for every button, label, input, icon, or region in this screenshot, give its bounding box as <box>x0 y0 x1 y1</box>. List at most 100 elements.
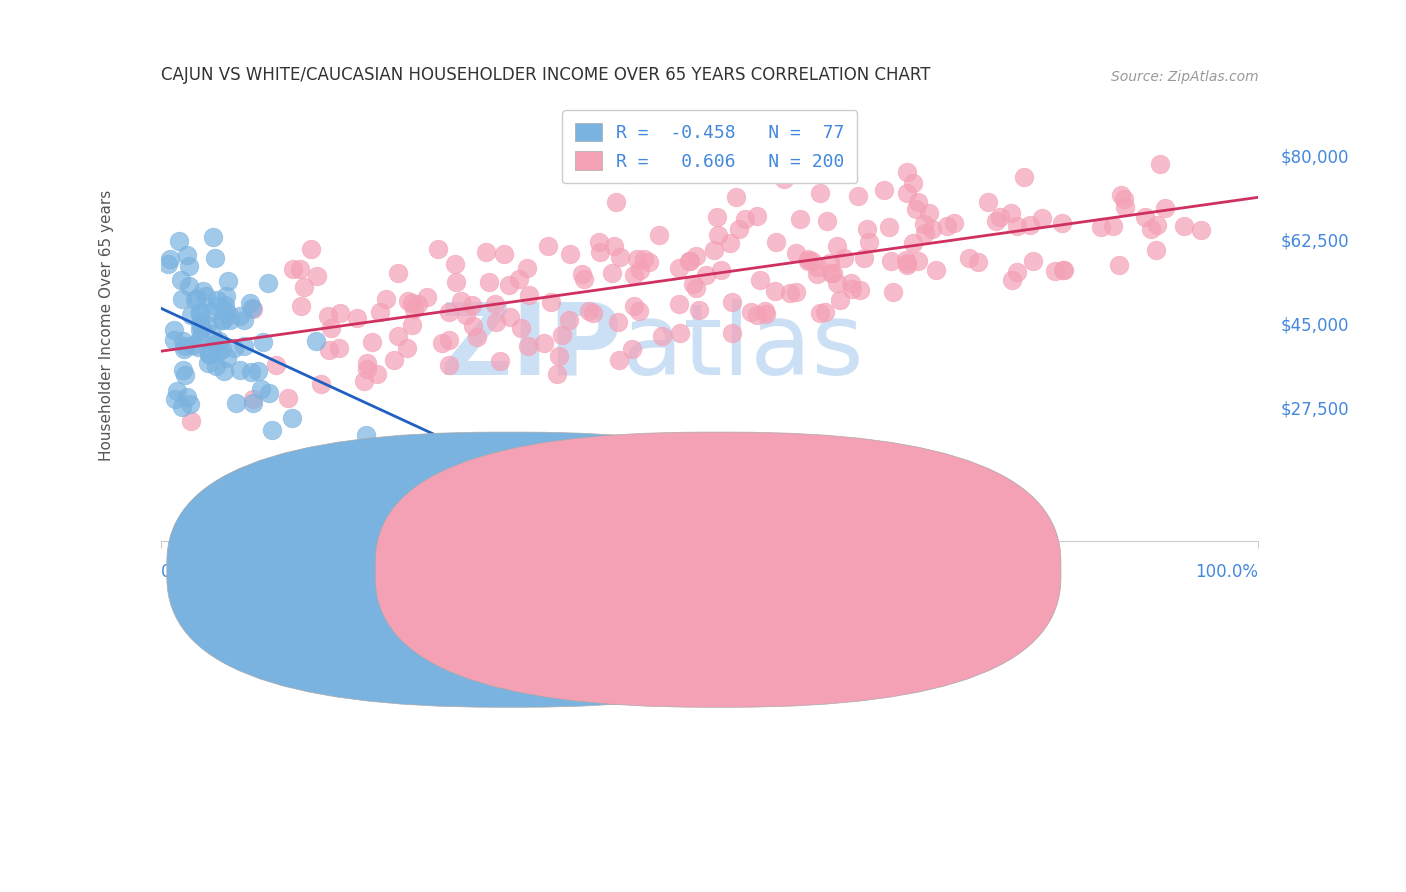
Point <box>492 246 515 260</box>
Point <box>721 326 744 340</box>
Point <box>252 334 274 349</box>
Point <box>589 245 612 260</box>
Point <box>190 317 212 331</box>
Point <box>318 309 340 323</box>
Point <box>475 245 498 260</box>
Point <box>346 310 368 325</box>
Point <box>456 308 478 322</box>
Point <box>281 411 304 425</box>
Point <box>159 252 181 267</box>
Point <box>211 342 233 356</box>
Text: $27,500: $27,500 <box>1281 401 1348 418</box>
Point <box>588 235 610 250</box>
Point <box>633 252 655 267</box>
Point <box>921 222 943 236</box>
Point <box>239 365 262 379</box>
Point <box>387 329 409 343</box>
Point <box>366 367 388 381</box>
Point <box>572 272 595 286</box>
Point <box>560 247 582 261</box>
Text: $45,000: $45,000 <box>1281 317 1348 334</box>
Point <box>1005 219 1028 234</box>
Point <box>896 165 918 179</box>
Point <box>546 367 568 381</box>
Point <box>808 186 831 200</box>
Point <box>877 220 900 235</box>
Point <box>623 268 645 282</box>
Point <box>240 301 263 315</box>
Point <box>195 318 218 333</box>
Point <box>754 307 776 321</box>
Point <box>205 346 228 360</box>
Point <box>685 249 707 263</box>
Point <box>186 292 208 306</box>
Point <box>427 243 450 257</box>
Text: Cajuns: Cajuns <box>529 562 581 577</box>
Point <box>406 297 429 311</box>
Text: Source: ZipAtlas.com: Source: ZipAtlas.com <box>1111 70 1258 84</box>
Point <box>754 304 776 318</box>
Point <box>1112 192 1135 206</box>
Point <box>707 228 730 243</box>
Text: $80,000: $80,000 <box>1281 149 1348 167</box>
Point <box>578 304 600 318</box>
Point <box>872 183 894 197</box>
Text: CAJUN VS WHITE/CAUCASIAN HOUSEHOLDER INCOME OVER 65 YEARS CORRELATION CHART: CAJUN VS WHITE/CAUCASIAN HOUSEHOLDER INC… <box>162 66 931 84</box>
Point <box>516 260 538 275</box>
Point <box>605 195 627 210</box>
Point <box>957 251 980 265</box>
Point <box>450 294 472 309</box>
Point <box>437 359 460 373</box>
Point <box>882 285 904 299</box>
Point <box>290 300 312 314</box>
Point <box>228 362 250 376</box>
Point <box>668 326 690 341</box>
Point <box>395 341 418 355</box>
Point <box>907 254 929 268</box>
Point <box>430 336 453 351</box>
Point <box>1052 263 1074 277</box>
Point <box>894 253 917 268</box>
Point <box>1090 220 1112 235</box>
Point <box>219 313 242 327</box>
Point <box>478 275 501 289</box>
Point <box>748 273 770 287</box>
Point <box>967 255 990 269</box>
Point <box>679 254 702 268</box>
Point <box>225 396 247 410</box>
Text: atlas: atlas <box>621 299 863 396</box>
Point <box>242 392 264 407</box>
Point <box>170 292 193 306</box>
Point <box>1001 273 1024 287</box>
Point <box>242 301 264 316</box>
Point <box>820 255 842 269</box>
Point <box>912 217 935 231</box>
Point <box>1146 218 1168 232</box>
Point <box>763 285 786 299</box>
Point <box>801 254 824 268</box>
Point <box>222 341 245 355</box>
Point <box>718 236 741 251</box>
Point <box>181 337 204 351</box>
Point <box>914 226 936 240</box>
Point <box>678 254 700 268</box>
Point <box>602 266 624 280</box>
Point <box>551 328 574 343</box>
Point <box>328 341 350 355</box>
Point <box>896 186 918 200</box>
Point <box>626 252 648 267</box>
Point <box>815 214 838 228</box>
Point <box>204 300 226 314</box>
Point <box>977 195 1000 210</box>
Point <box>439 334 461 348</box>
Point <box>368 305 391 319</box>
Point <box>415 290 437 304</box>
Point <box>789 212 811 227</box>
Point <box>204 359 226 373</box>
Text: ZIP: ZIP <box>439 299 621 396</box>
Point <box>321 320 343 334</box>
Point <box>1043 263 1066 277</box>
Point <box>825 239 848 253</box>
Point <box>250 382 273 396</box>
Point <box>277 392 299 406</box>
